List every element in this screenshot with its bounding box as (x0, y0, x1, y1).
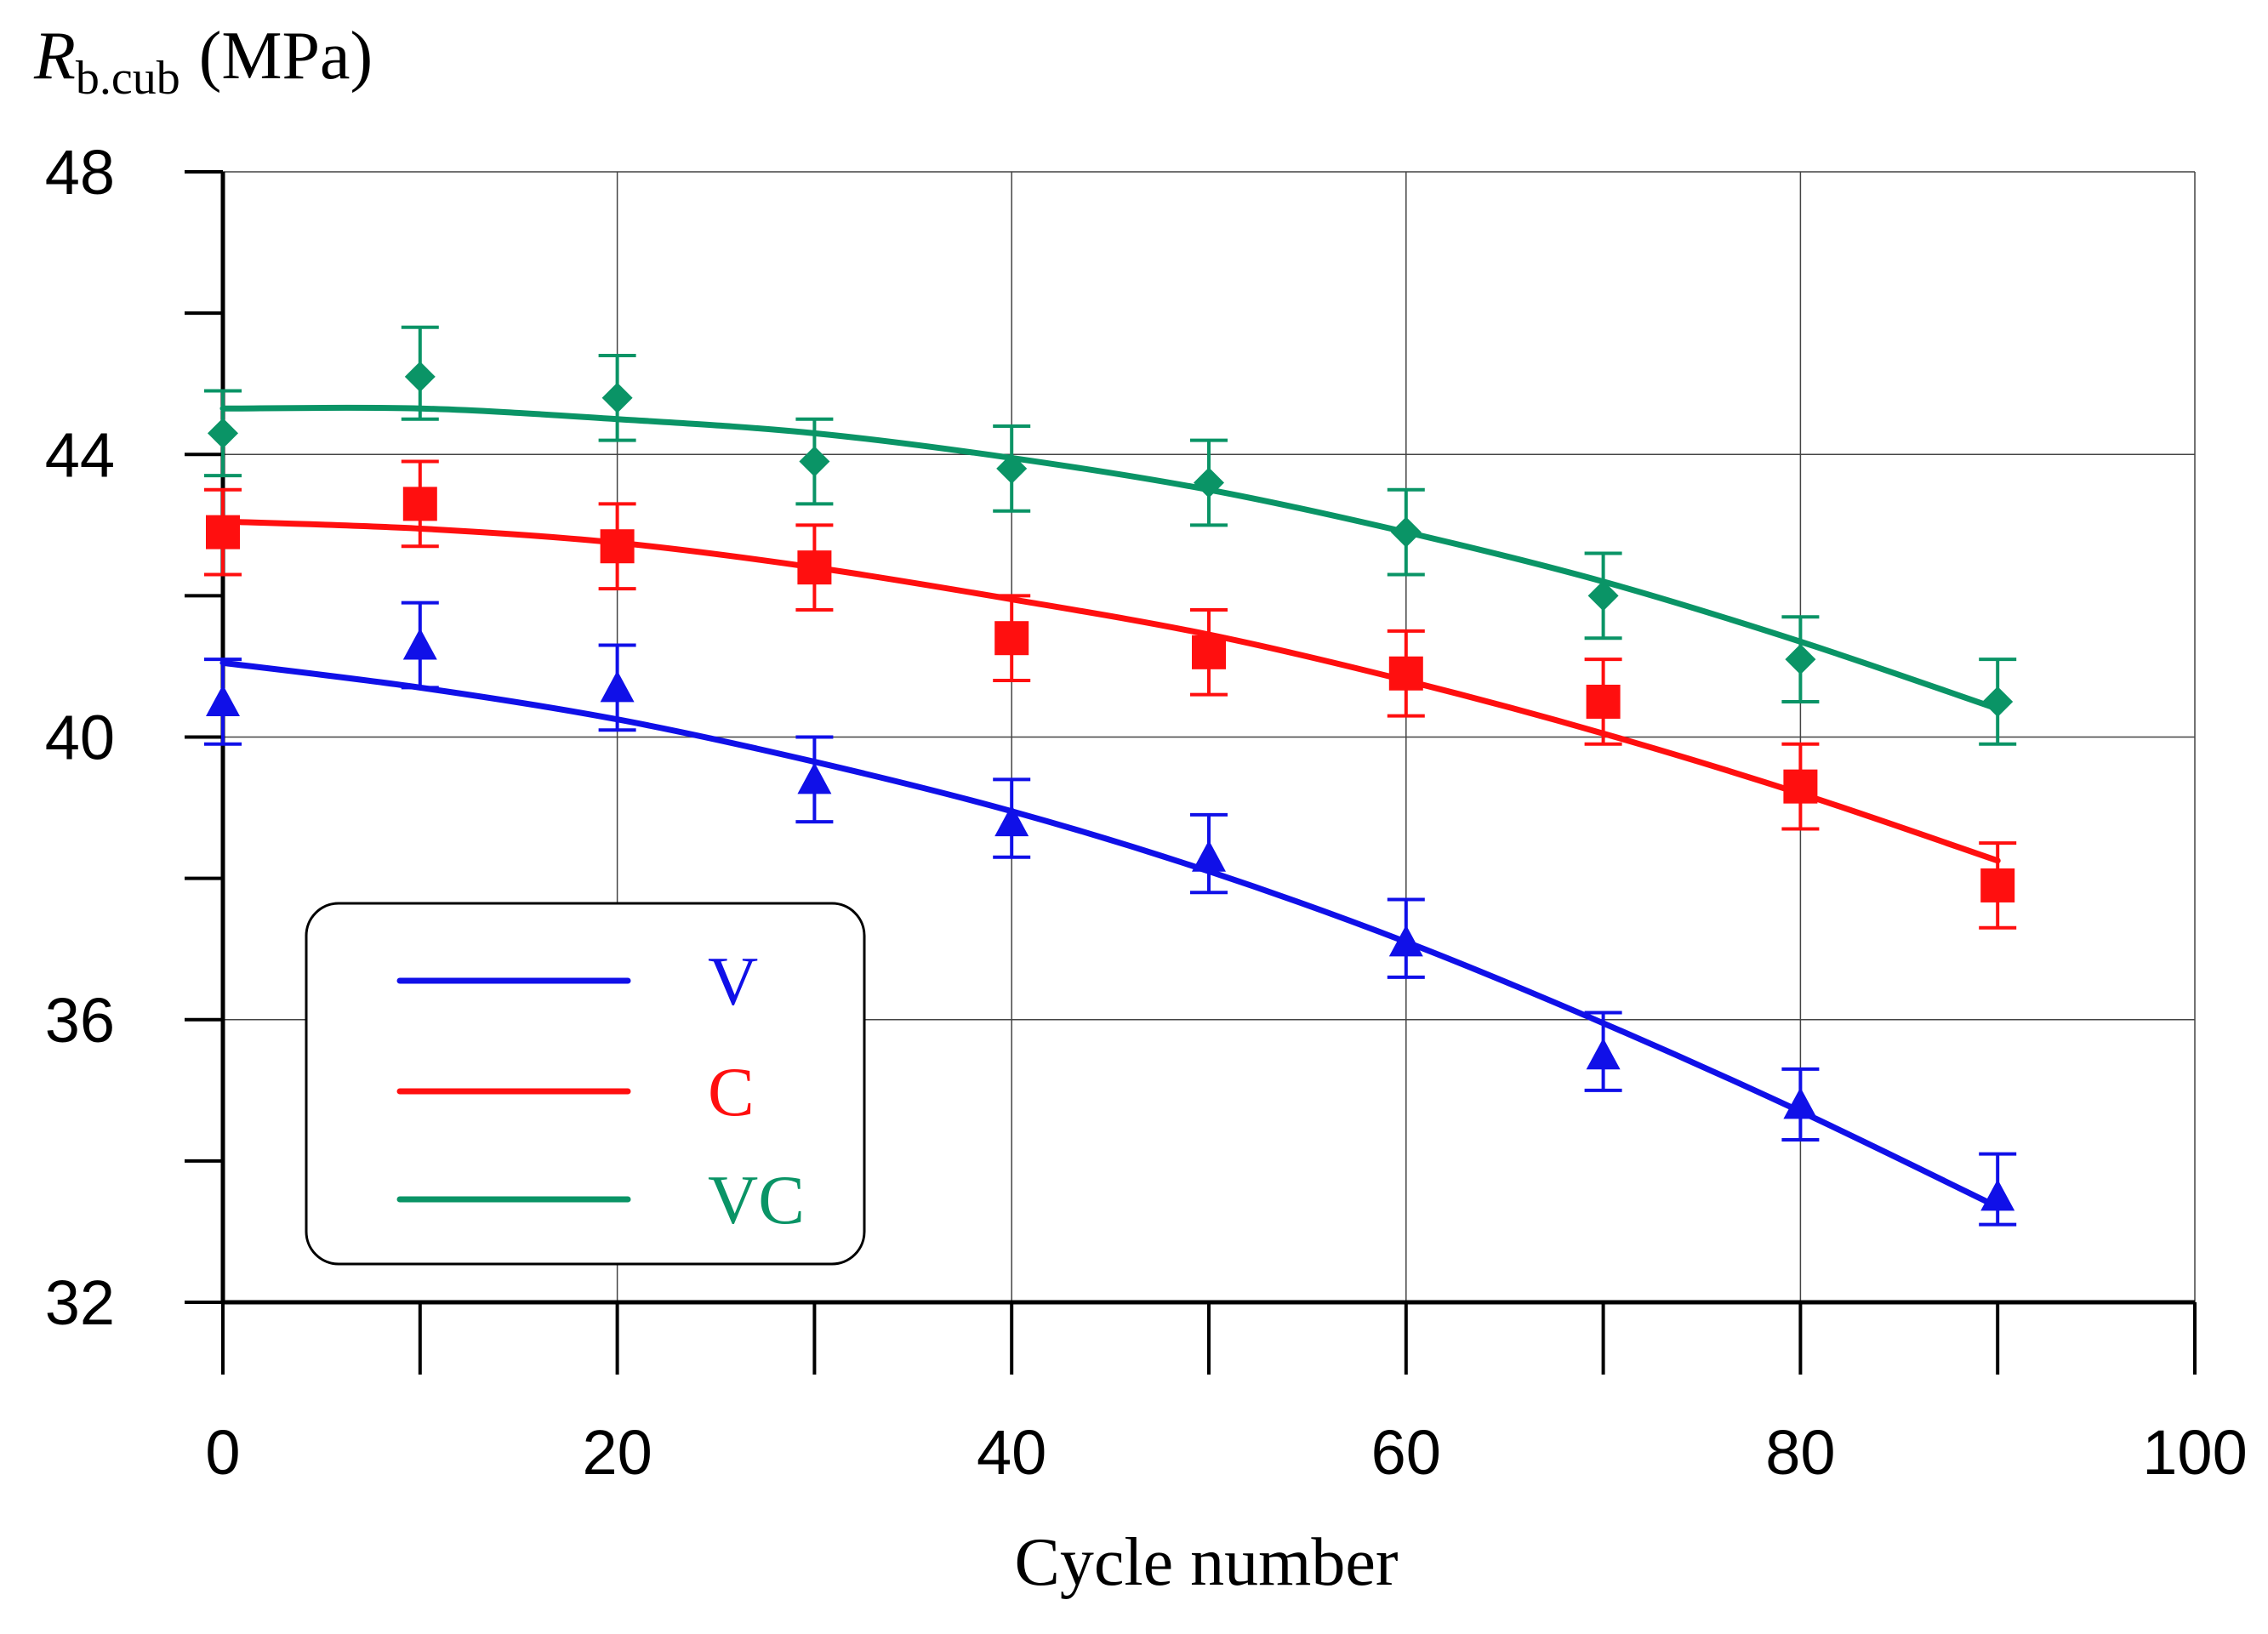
data-point-vc (1390, 516, 1422, 548)
data-point-c (1980, 868, 2015, 902)
data-point-v (600, 670, 635, 703)
data-point-vc (996, 453, 1028, 484)
data-point-vc (799, 446, 830, 477)
data-point-vc (208, 418, 238, 449)
x-tick-label: 60 (1371, 1417, 1441, 1488)
data-point-v (1980, 1179, 2015, 1211)
data-point-vc (1194, 467, 1224, 498)
series-layer (204, 325, 2017, 1227)
x-tick-label: 20 (582, 1417, 652, 1488)
y-axis-label: Rb.cub (MPa) (33, 19, 373, 105)
y-tick-label: 44 (45, 419, 115, 490)
y-tick-label: 32 (45, 1267, 115, 1338)
data-point-c (206, 515, 240, 549)
data-point-c (1783, 769, 1818, 804)
x-tick-label: 40 (977, 1417, 1046, 1488)
y-tick-labels: 32 36 40 44 48 (45, 137, 115, 1338)
data-point-vc (1982, 686, 2014, 717)
x-tick-labels: 0 20 40 60 80 100 (205, 1417, 2247, 1488)
y-tick-label: 40 (45, 703, 115, 773)
data-point-v (797, 762, 832, 794)
legend-label-c: C (708, 1053, 755, 1130)
fit-line-v (219, 659, 2001, 1210)
y-tick-label: 48 (45, 137, 115, 208)
fit-line-vc (219, 404, 2001, 712)
data-point-c (797, 550, 832, 585)
series-c (204, 459, 2017, 930)
data-point-v (1192, 840, 1226, 872)
legend-label-vc: VC (708, 1161, 805, 1238)
x-axis-label: Cycle number (1015, 1525, 1399, 1600)
data-point-c (1586, 684, 1621, 719)
legend-box (305, 902, 866, 1266)
series-v (204, 601, 2017, 1227)
y-axis-subscript: b.cub (76, 52, 180, 105)
data-point-c (600, 529, 635, 564)
x-tick-label: 0 (205, 1417, 240, 1488)
y-tick-label: 36 (45, 985, 115, 1056)
data-point-vc (1785, 644, 1816, 675)
data-point-v (1388, 925, 1423, 957)
data-point-v (206, 684, 240, 716)
data-point-c (994, 621, 1029, 656)
series-vc (204, 325, 2017, 746)
data-point-v (994, 805, 1029, 837)
y-axis-unit: (MPa) (199, 19, 373, 94)
data-point-c (1192, 635, 1226, 669)
legend-label-v: V (708, 942, 758, 1020)
y-axis-symbol: R (33, 19, 76, 94)
axes (185, 170, 2197, 1375)
data-point-c (402, 487, 437, 521)
data-point-v (402, 628, 437, 660)
data-point-vc (404, 361, 436, 392)
data-point-vc (601, 382, 633, 413)
data-point-c (1388, 656, 1423, 691)
data-point-v (1783, 1087, 1818, 1119)
x-tick-label: 100 (2142, 1417, 2247, 1488)
legend: VC VC (305, 902, 866, 1266)
fit-line-c (219, 518, 2001, 864)
x-tick-label: 80 (1765, 1417, 1835, 1488)
data-point-v (1586, 1038, 1621, 1070)
data-point-vc (1587, 580, 1619, 612)
